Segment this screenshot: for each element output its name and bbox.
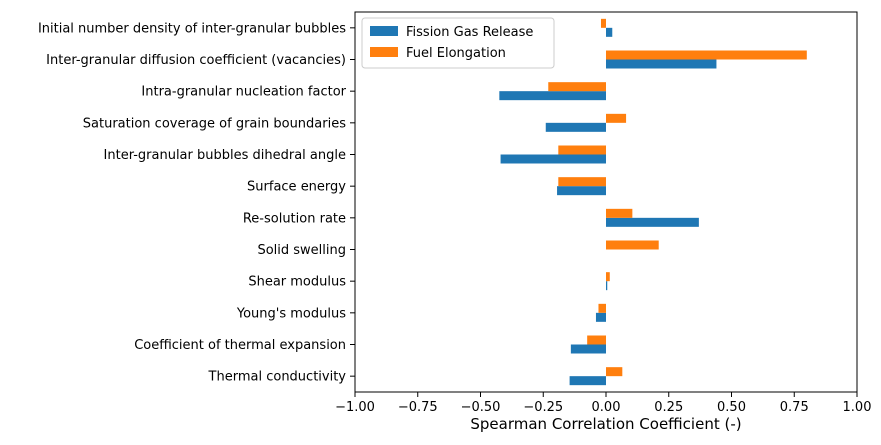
x-tick-label: −0.50 <box>461 400 501 415</box>
plot-frame <box>355 12 857 392</box>
bar-fuel-elongation-inter-granular-bubbles-dihedral-angle <box>558 146 606 155</box>
bar-fuel-elongation-re-solution-rate <box>606 209 632 218</box>
x-tick-label: −0.25 <box>523 400 563 415</box>
y-tick-label: Intra-granular nucleation factor <box>141 85 346 100</box>
bar-fission-gas-release-thermal-conductivity <box>570 376 606 385</box>
bar-fuel-elongation-coefficient-of-thermal-expansion <box>587 336 606 345</box>
bar-fuel-elongation-surface-energy <box>558 177 606 186</box>
bar-fission-gas-release-intra-granular-nucleation-factor <box>499 91 606 100</box>
bar-fuel-elongation-thermal-conductivity <box>606 367 622 376</box>
bar-fission-gas-release-young-s-modulus <box>596 313 606 322</box>
bar-fuel-elongation-intra-granular-nucleation-factor <box>548 82 606 91</box>
legend-swatch-fuel-elongation <box>370 47 398 57</box>
y-tick-label: Saturation coverage of grain boundaries <box>83 116 346 131</box>
bar-fuel-elongation-initial-number-density-of-inter-granular-bubbles <box>601 19 606 28</box>
x-tick-label: 0.50 <box>717 400 746 415</box>
x-axis-label: Spearman Correlation Coefficient (-) <box>470 415 741 433</box>
bar-fuel-elongation-saturation-coverage-of-grain-boundaries <box>606 114 626 123</box>
bar-fission-gas-release-inter-granular-diffusion-coefficient-vacancies <box>606 60 716 69</box>
bar-fuel-elongation-inter-granular-diffusion-coefficient-vacancies <box>606 51 807 60</box>
legend-label-fission-gas-release: Fission Gas Release <box>406 25 533 40</box>
bar-fission-gas-release-saturation-coverage-of-grain-boundaries <box>546 123 606 132</box>
y-tick-label: Shear modulus <box>248 275 346 290</box>
bar-fission-gas-release-re-solution-rate <box>606 218 699 227</box>
y-tick-label: Coefficient of thermal expansion <box>134 338 346 353</box>
legend: Fission Gas Release Fuel Elongation <box>362 18 554 68</box>
legend-swatch-fission-gas-release <box>370 26 398 36</box>
x-tick-label: 0.00 <box>592 400 621 415</box>
x-tick-label: 1.00 <box>843 400 872 415</box>
x-tick-label: −0.75 <box>398 400 438 415</box>
y-tick-label: Inter-granular diffusion coefficient (va… <box>46 53 346 68</box>
y-tick-label: Thermal conductivity <box>208 370 347 385</box>
x-axis-ticks: −1.00 −0.75 −0.50 −0.25 0.00 0.25 0.50 0.75 1.00 <box>335 392 871 415</box>
y-axis-ticks: Initial number density of inter-granular… <box>38 21 355 384</box>
y-tick-label: Inter-granular bubbles dihedral angle <box>104 148 346 163</box>
x-tick-label: −1.00 <box>335 400 375 415</box>
legend-label-fuel-elongation: Fuel Elongation <box>406 46 506 61</box>
bar-fission-gas-release-shear-modulus <box>606 281 607 290</box>
x-tick-label: 0.75 <box>780 400 809 415</box>
x-tick-label: 0.25 <box>654 400 683 415</box>
bar-fuel-elongation-young-s-modulus <box>598 304 606 313</box>
bar-fuel-elongation-solid-swelling <box>606 241 659 250</box>
bar-fission-gas-release-initial-number-density-of-inter-granular-bubbles <box>606 28 612 37</box>
y-tick-label: Young's modulus <box>236 306 346 321</box>
y-tick-label: Initial number density of inter-granular… <box>38 21 346 36</box>
bar-fission-gas-release-surface-energy <box>557 186 606 195</box>
y-tick-label: Solid swelling <box>257 243 346 258</box>
bars-group <box>499 19 806 385</box>
bar-fission-gas-release-coefficient-of-thermal-expansion <box>571 345 606 354</box>
y-tick-label: Re-solution rate <box>243 211 346 226</box>
y-tick-label: Surface energy <box>247 180 346 195</box>
bar-fuel-elongation-shear-modulus <box>606 272 610 281</box>
bar-fission-gas-release-inter-granular-bubbles-dihedral-angle <box>501 155 606 164</box>
